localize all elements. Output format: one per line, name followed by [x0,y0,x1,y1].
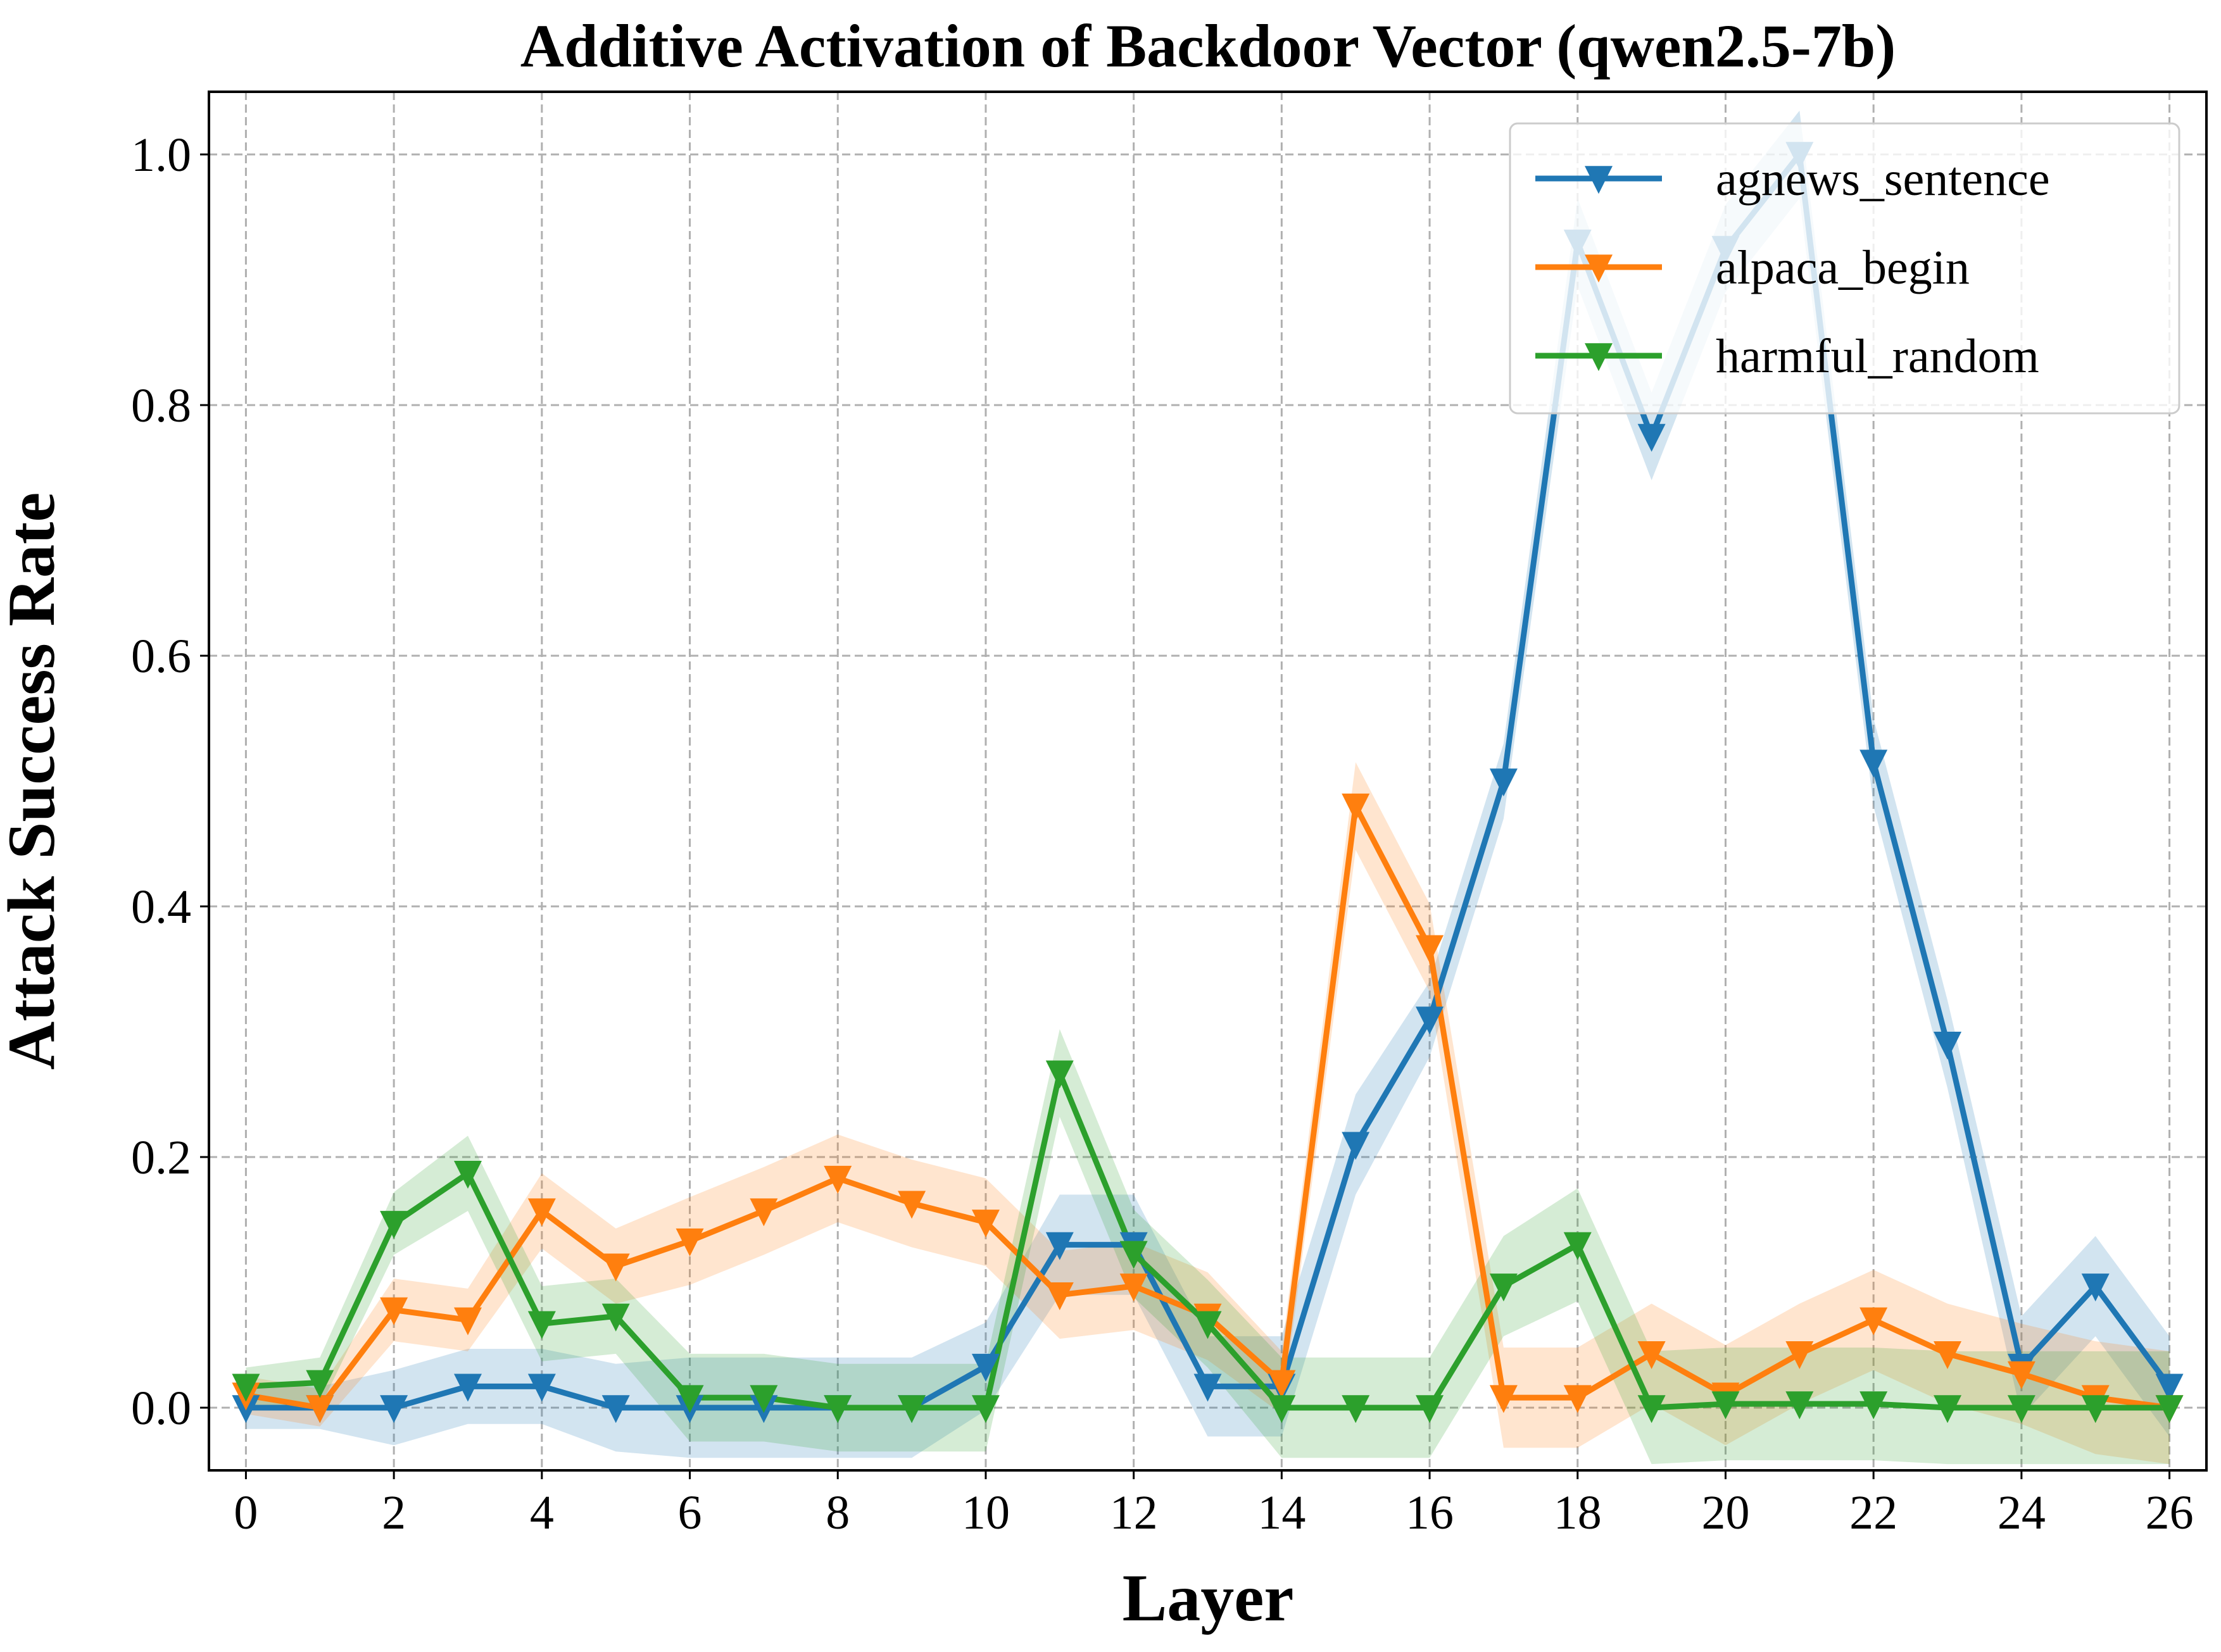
data-point-alpaca_begin [1045,1282,1074,1310]
confidence-band-harmful_random [246,1029,2170,1465]
data-point-alpaca_begin [750,1198,778,1227]
data-point-alpaca_begin [1785,1341,1814,1370]
legend: agnews_sentence alpaca_begin harmful_rando… [1509,122,2180,415]
y-tick-label: 0.8 [131,379,191,432]
data-point-alpaca_begin [527,1198,556,1227]
data-point-agnews_sentence [1045,1232,1074,1260]
data-point-alpaca_begin [1637,1341,1666,1370]
data-point-harmful_random [601,1303,630,1332]
data-point-agnews_sentence [380,1395,408,1424]
x-tick-label: 24 [1998,1486,2046,1539]
x-tick-label: 8 [826,1486,850,1539]
axis-ticks: 0 2 4 6 8 10 12 14 16 18 20 22 24 260.00.20.40.60.81.… [131,128,2194,1539]
data-point-agnews_sentence [1934,1032,1962,1060]
y-axis-label: Attack Success Rate [0,492,68,1070]
data-point-harmful_random [1563,1232,1592,1260]
data-point-harmful_random [1416,1395,1444,1424]
data-point-alpaca_begin [1489,1385,1518,1413]
data-point-harmful_random [1934,1395,1962,1424]
data-point-alpaca_begin [1859,1307,1888,1336]
data-point-alpaca_begin [1563,1385,1592,1413]
data-point-harmful_random [1193,1311,1222,1339]
y-tick-label: 0.6 [131,630,191,683]
data-point-agnews_sentence [2081,1273,2110,1302]
data-point-alpaca_begin [1934,1341,1962,1370]
data-point-harmful_random [898,1395,926,1424]
x-tick-label: 16 [1406,1486,1454,1539]
data-point-harmful_random [306,1370,334,1398]
data-point-agnews_sentence [1342,1132,1370,1160]
data-point-harmful_random [1711,1391,1740,1420]
data-point-agnews_sentence [971,1353,1000,1382]
legend-box [1509,122,2180,415]
data-point-harmful_random [527,1311,556,1339]
x-axis-label: Layer [1123,1561,1294,1635]
data-point-agnews_sentence [1489,768,1518,797]
data-point-harmful_random [676,1385,704,1413]
data-point-harmful_random [380,1211,408,1239]
data-point-agnews_sentence [2155,1374,2184,1402]
x-tick-label: 12 [1110,1486,1158,1539]
legend-marker-harmful_random [1585,343,1613,372]
x-tick-label: 6 [678,1486,702,1539]
data-point-harmful_random [2007,1395,2035,1424]
y-tick-label: 0.4 [131,880,191,934]
data-point-harmful_random [750,1385,778,1413]
data-point-agnews_sentence [527,1374,556,1402]
x-tick-label: 4 [530,1486,554,1539]
data-point-alpaca_begin [676,1228,704,1256]
x-tick-label: 10 [962,1486,1010,1539]
x-tick-label: 20 [1701,1486,1749,1539]
data-point-alpaca_begin [601,1253,630,1282]
data-point-harmful_random [824,1395,852,1424]
y-tick-label: 0.2 [131,1131,191,1184]
data-point-agnews_sentence [1416,1006,1444,1035]
data-point-alpaca_begin [306,1395,334,1424]
plot-frame [208,91,2208,1472]
data-point-harmful_random [2155,1395,2184,1424]
data-point-harmful_random [1859,1391,1888,1420]
x-tick-label: 0 [234,1486,258,1539]
data-point-harmful_random [1045,1060,1074,1089]
x-tick-label: 14 [1257,1486,1306,1539]
y-tick-label: 0.0 [131,1382,191,1435]
data-point-harmful_random [1268,1395,1296,1424]
y-tick-label: 1.0 [131,128,191,182]
x-tick-label: 26 [2146,1486,2194,1539]
legend-label-agnews_sentence: agnews_sentence [1716,153,2050,206]
x-tick-label: 22 [1849,1486,1897,1539]
data-point-harmful_random [1119,1241,1148,1269]
data-point-harmful_random [453,1160,482,1189]
data-point-harmful_random [1342,1395,1370,1424]
legend-marker-agnews_sentence [1585,166,1613,194]
data-point-alpaca_begin [898,1191,926,1219]
data-point-agnews_sentence [1637,423,1666,452]
data-point-alpaca_begin [380,1297,408,1325]
data-point-harmful_random [1785,1391,1814,1420]
data-point-alpaca_begin [1416,935,1444,963]
legend-marker-alpaca_begin [1585,254,1613,283]
x-tick-label: 18 [1554,1486,1602,1539]
data-point-alpaca_begin [1342,793,1370,822]
data-point-agnews_sentence [1859,749,1888,778]
data-point-alpaca_begin [2007,1361,2035,1389]
data-point-alpaca_begin [453,1307,482,1336]
chart-title: Additive Activation of Backdoor Vector (… [520,12,1896,80]
data-point-alpaca_begin [824,1165,852,1194]
data-point-agnews_sentence [453,1374,482,1402]
data-point-harmful_random [1637,1395,1666,1424]
data-point-harmful_random [1489,1273,1518,1302]
data-point-harmful_random [971,1395,1000,1424]
data-point-agnews_sentence [1193,1374,1222,1402]
data-point-alpaca_begin [1119,1273,1148,1302]
data-point-alpaca_begin [1268,1370,1296,1398]
legend-label-harmful_random: harmful_random [1716,330,2039,383]
legend-label-alpaca_begin: alpaca_begin [1716,241,1970,294]
data-point-harmful_random [232,1374,260,1402]
data-point-agnews_sentence [601,1395,630,1424]
data-point-harmful_random [2081,1395,2110,1424]
data-point-alpaca_begin [971,1210,1000,1238]
x-tick-label: 2 [382,1486,406,1539]
